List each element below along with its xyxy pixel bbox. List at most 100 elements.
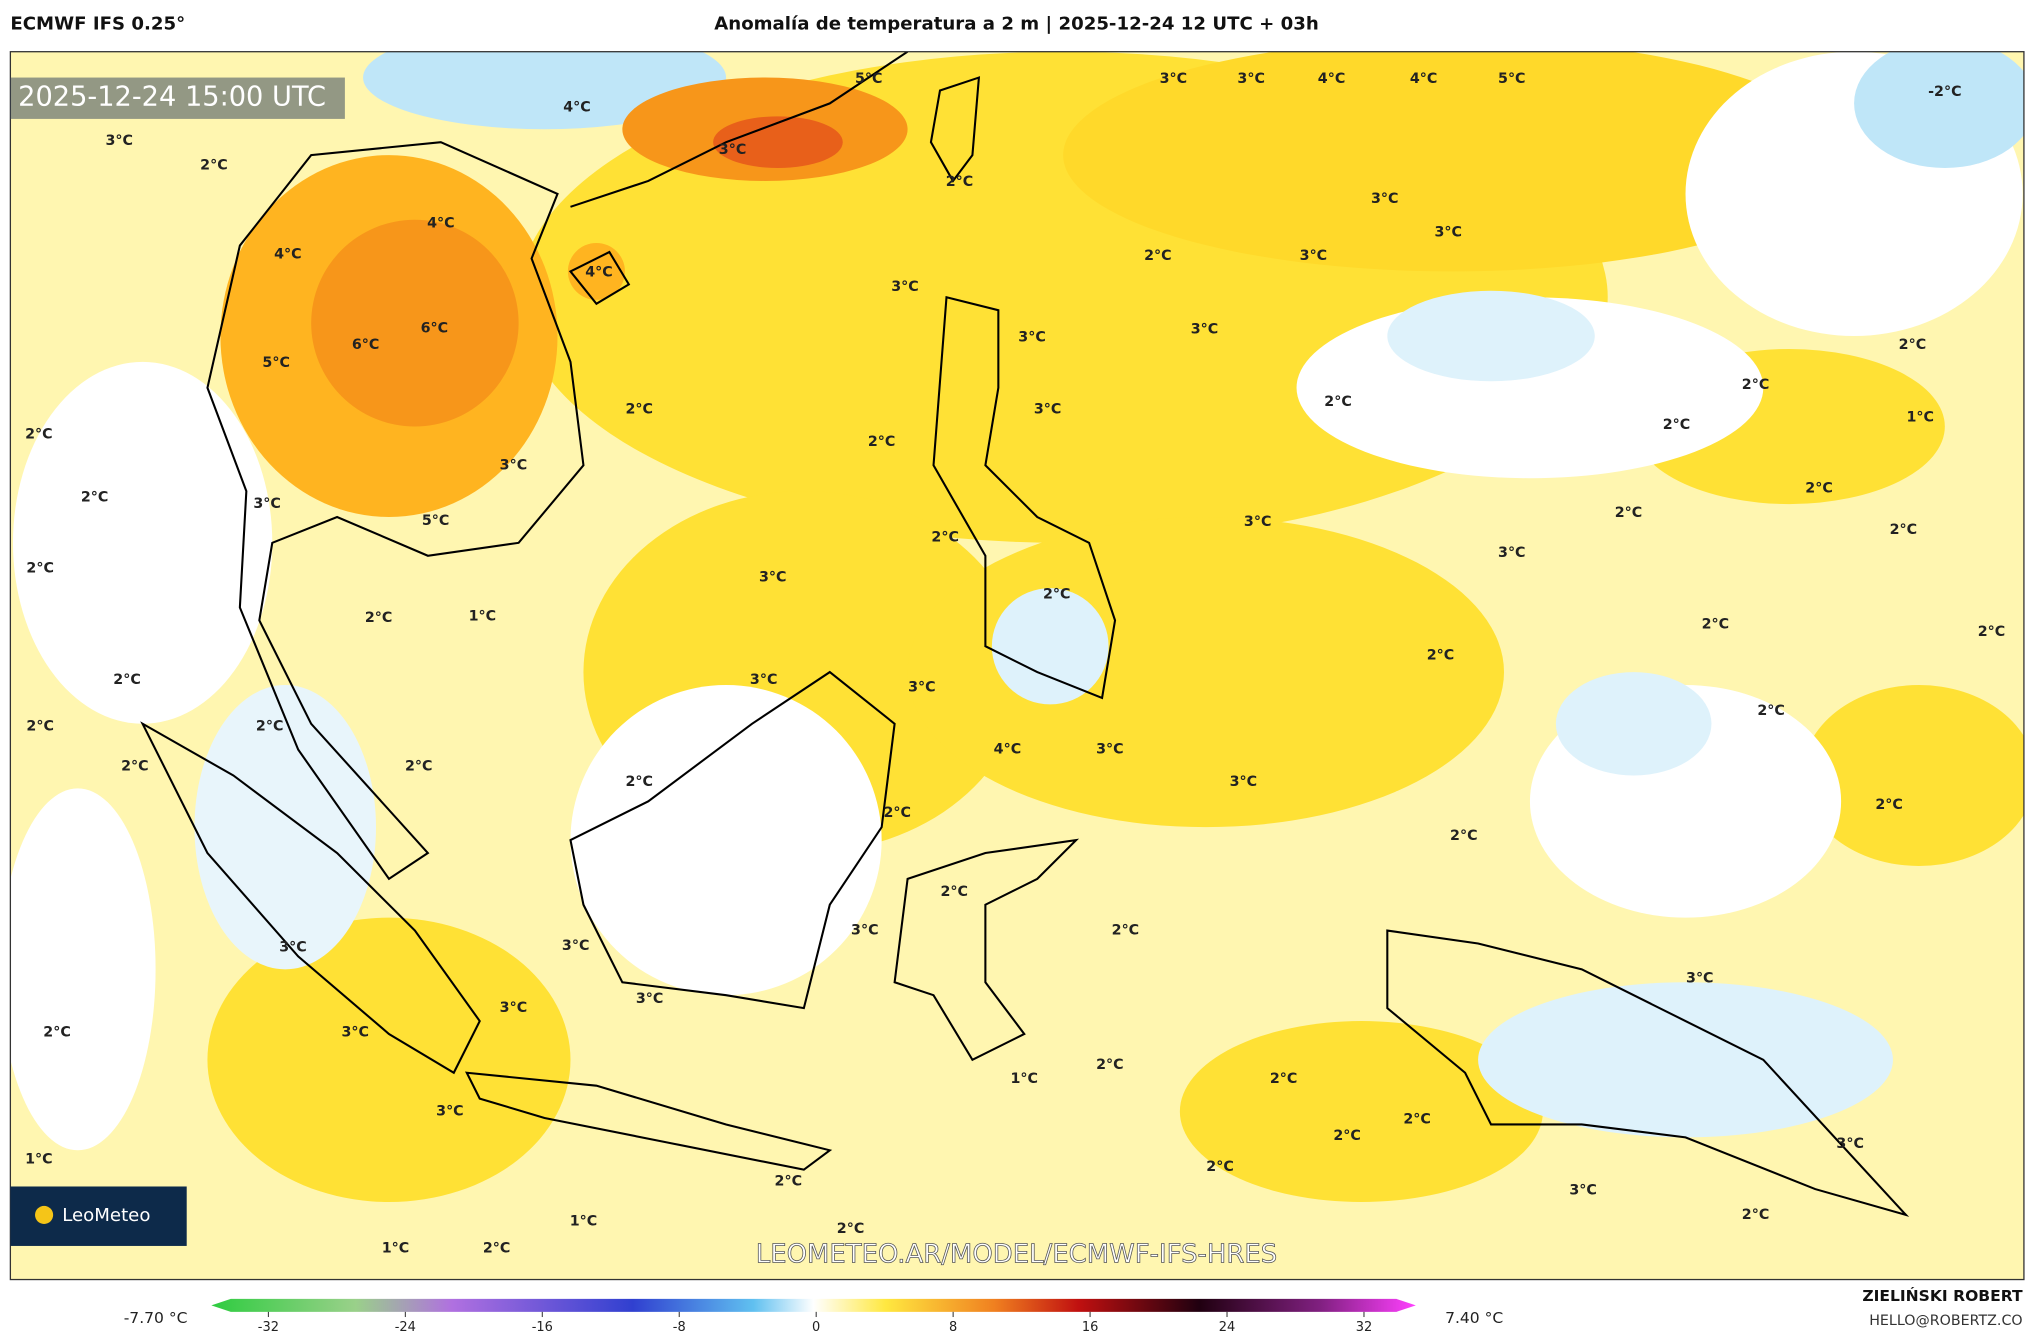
map-label: 5°C	[1498, 71, 1525, 87]
map-label: 3°C	[106, 133, 133, 149]
map-label: 3°C	[750, 672, 777, 688]
timestamp-box	[10, 77, 345, 119]
map-label: 2°C	[43, 1025, 70, 1041]
map-label: 3°C	[1569, 1182, 1596, 1198]
map-label: 2°C	[1450, 828, 1477, 844]
map-label: 2°C	[365, 610, 392, 626]
map-label: 2°C	[1206, 1159, 1233, 1175]
map-label: 2°C	[883, 805, 910, 821]
map-label: 2°C	[1757, 703, 1784, 719]
colorbar-tick-label: 0	[812, 1320, 820, 1335]
watermark: LEOMETEO.AR/MODEL/ECMWF-IFS-HRES	[756, 1240, 1277, 1270]
model-name: ECMWF IFS 0.25°	[10, 14, 185, 35]
map-label: 2°C	[1333, 1128, 1360, 1144]
map-label: 2°C	[1978, 624, 2005, 640]
map-label: 3°C	[1237, 71, 1264, 87]
map-label: 6°C	[421, 320, 448, 336]
map-label: 2°C	[1427, 647, 1454, 663]
map-label: 3°C	[1244, 514, 1271, 530]
map-label: 1°C	[382, 1241, 409, 1257]
map-label: 2°C	[81, 490, 108, 506]
map-label: 4°C	[563, 99, 590, 115]
colorbar-max: 7.40 °C	[1445, 1309, 1503, 1327]
colorbar-tick-label: 16	[1082, 1320, 1098, 1335]
chart-title: Anomalía de temperatura a 2 m | 2025-12-…	[714, 14, 1318, 35]
map-label: 2°C	[1875, 797, 1902, 813]
map-label: 3°C	[1018, 329, 1045, 345]
map-label: 3°C	[253, 496, 280, 512]
map-label: 3°C	[1371, 191, 1398, 207]
colorbar-tick-label: -32	[258, 1320, 279, 1335]
timestamp: 2025-12-24 15:00 UTC	[18, 82, 326, 113]
map-label: 3°C	[342, 1025, 369, 1041]
map-label: 2°C	[946, 174, 973, 190]
map-label: 2°C	[1742, 1207, 1769, 1223]
map-label: 4°C	[274, 247, 301, 263]
map-label: 2°C	[113, 672, 140, 688]
map-label: 2°C	[931, 530, 958, 546]
map-label: 1°C	[1011, 1071, 1038, 1087]
map-label: 3°C	[1096, 742, 1123, 758]
map-label: 3°C	[719, 142, 746, 158]
map-field	[10, 51, 2024, 1280]
map-label: 2°C	[1324, 394, 1351, 410]
map-label: 2°C	[1890, 522, 1917, 538]
map-label: 2°C	[1615, 505, 1642, 521]
map-label: 3°C	[1191, 322, 1218, 338]
map-label: 3°C	[279, 939, 306, 955]
map-label: 2°C	[941, 884, 968, 900]
email: HELLO@ROBERTZ.CO	[1869, 1313, 2022, 1329]
map-label: 3°C	[636, 991, 663, 1007]
map-label: 3°C	[1686, 970, 1713, 986]
map-label: 2°C	[1805, 481, 1832, 497]
colorbar-tick-label: 8	[949, 1320, 957, 1335]
map-label: 4°C	[427, 216, 454, 232]
map-frame	[9, 51, 2025, 1281]
map-label: 3°C	[1300, 248, 1327, 264]
map-label: 2°C	[483, 1241, 510, 1257]
colorbar-ticks: -32 -24 -16 -8 0 8 16 24 32	[258, 1311, 1372, 1335]
map-label: 2°C	[868, 434, 895, 450]
map-label: 3°C	[1836, 1136, 1863, 1152]
map-label: 3°C	[500, 457, 527, 473]
map-label: 3°C	[1230, 774, 1257, 790]
map-label: 2°C	[625, 774, 652, 790]
map-label: 2°C	[1144, 248, 1171, 264]
map-label: 3°C	[759, 570, 786, 586]
map-label: 2°C	[1702, 616, 1729, 632]
colorbar-min: -7.70 °C	[124, 1309, 188, 1327]
map-label: 4°C	[1318, 71, 1345, 87]
map-label: 2°C	[26, 718, 53, 734]
map-label: 1°C	[1906, 409, 1933, 425]
map-label: 1°C	[469, 609, 496, 625]
map-label: 2°C	[1403, 1111, 1430, 1127]
map-label: 2°C	[1096, 1057, 1123, 1073]
map-label: 2°C	[1899, 337, 1926, 353]
map-label: 2°C	[256, 718, 283, 734]
map-label: 3°C	[1498, 545, 1525, 561]
map-labels: 5°C 3°C 3°C 4°C 4°C 5°C -2°C 4°C 3°C 2°C 3°C 2°C 3°C…	[25, 71, 2005, 1257]
map-label: 5°C	[855, 71, 882, 87]
map-label: 2°C	[775, 1173, 802, 1189]
map-label: 3°C	[1435, 225, 1462, 241]
map-label: 2°C	[1663, 417, 1690, 433]
map-label: 2°C	[200, 157, 227, 173]
map-label: 2°C	[1043, 587, 1070, 603]
logo-sun	[35, 1205, 54, 1224]
map-label: 2°C	[121, 758, 148, 774]
map-label: 2°C	[25, 426, 52, 442]
map-label: 5°C	[422, 513, 449, 529]
map-label: 4°C	[1410, 71, 1437, 87]
author: ZIELIŃSKI ROBERT	[1862, 1286, 2023, 1305]
map-label: 3°C	[500, 1000, 527, 1016]
map-label: 2°C	[1270, 1071, 1297, 1087]
map-label: 2°C	[26, 561, 53, 577]
logo: LeoMeteo	[62, 1205, 150, 1226]
map-label: 3°C	[1034, 402, 1061, 418]
map-label: -2°C	[1928, 84, 1961, 100]
map-label: 5°C	[262, 355, 289, 371]
map-label: 3°C	[851, 923, 878, 939]
map-label: 4°C	[585, 265, 612, 281]
map-label: 2°C	[405, 758, 432, 774]
